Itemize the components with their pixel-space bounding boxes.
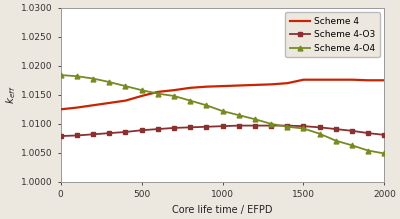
Scheme 4-O4	[236, 114, 241, 117]
Scheme 4-O3	[58, 135, 63, 137]
Scheme 4-O4	[188, 99, 192, 102]
Scheme 4-O3	[91, 133, 96, 136]
Scheme 4	[74, 106, 79, 109]
Scheme 4-O4	[204, 104, 209, 107]
Scheme 4-O3	[317, 126, 322, 129]
Scheme 4-O4	[301, 127, 306, 130]
Scheme 4-O3	[350, 129, 354, 132]
Scheme 4	[350, 78, 354, 81]
Scheme 4-O4	[156, 92, 160, 95]
Scheme 4-O3	[220, 125, 225, 127]
Scheme 4-O3	[269, 124, 274, 127]
Scheme 4-O3	[139, 129, 144, 132]
Scheme 4-O3	[172, 127, 176, 129]
Scheme 4-O4	[382, 152, 387, 155]
Line: Scheme 4-O4: Scheme 4-O4	[58, 73, 387, 156]
Scheme 4-O4	[334, 139, 338, 142]
Scheme 4-O4	[317, 132, 322, 135]
Scheme 4	[285, 82, 290, 85]
Scheme 4	[58, 108, 63, 111]
Scheme 4-O4	[139, 89, 144, 92]
Scheme 4-O3	[366, 132, 371, 134]
Scheme 4	[188, 87, 192, 89]
Scheme 4	[139, 95, 144, 97]
Scheme 4-O4	[58, 74, 63, 76]
Scheme 4-O4	[269, 123, 274, 125]
Scheme 4	[334, 78, 338, 81]
Scheme 4-O3	[285, 124, 290, 127]
Scheme 4-O3	[301, 125, 306, 127]
Scheme 4-O3	[123, 131, 128, 133]
Scheme 4	[204, 85, 209, 88]
Scheme 4-O4	[107, 81, 112, 83]
Scheme 4-O3	[334, 128, 338, 130]
Scheme 4	[220, 85, 225, 87]
Scheme 4-O3	[252, 124, 257, 127]
Scheme 4-O3	[204, 125, 209, 128]
Scheme 4-O4	[123, 85, 128, 87]
Scheme 4-O4	[350, 144, 354, 147]
Scheme 4-O3	[236, 124, 241, 127]
Scheme 4-O4	[74, 75, 79, 78]
Scheme 4-O4	[252, 118, 257, 120]
Scheme 4	[317, 78, 322, 81]
Scheme 4-O4	[285, 125, 290, 128]
Scheme 4-O3	[107, 132, 112, 134]
Scheme 4	[269, 83, 274, 86]
Scheme 4	[156, 91, 160, 93]
Y-axis label: $k_{eff}$: $k_{eff}$	[4, 86, 18, 104]
Scheme 4-O3	[74, 134, 79, 137]
X-axis label: Core life time / EFPD: Core life time / EFPD	[172, 205, 273, 215]
Scheme 4-O4	[172, 95, 176, 97]
Scheme 4	[91, 104, 96, 107]
Line: Scheme 4: Scheme 4	[61, 80, 384, 109]
Legend: Scheme 4, Scheme 4-O3, Scheme 4-O4: Scheme 4, Scheme 4-O3, Scheme 4-O4	[285, 12, 380, 57]
Scheme 4-O4	[220, 110, 225, 112]
Scheme 4-O3	[188, 126, 192, 129]
Scheme 4	[236, 84, 241, 87]
Scheme 4-O4	[91, 77, 96, 80]
Scheme 4	[252, 84, 257, 86]
Scheme 4	[366, 79, 371, 82]
Scheme 4	[107, 102, 112, 104]
Scheme 4	[172, 89, 176, 92]
Scheme 4-O3	[382, 134, 387, 136]
Scheme 4-O4	[366, 149, 371, 152]
Scheme 4	[301, 78, 306, 81]
Scheme 4-O3	[156, 128, 160, 130]
Scheme 4	[123, 99, 128, 102]
Scheme 4	[382, 79, 387, 82]
Line: Scheme 4-O3: Scheme 4-O3	[58, 123, 387, 138]
